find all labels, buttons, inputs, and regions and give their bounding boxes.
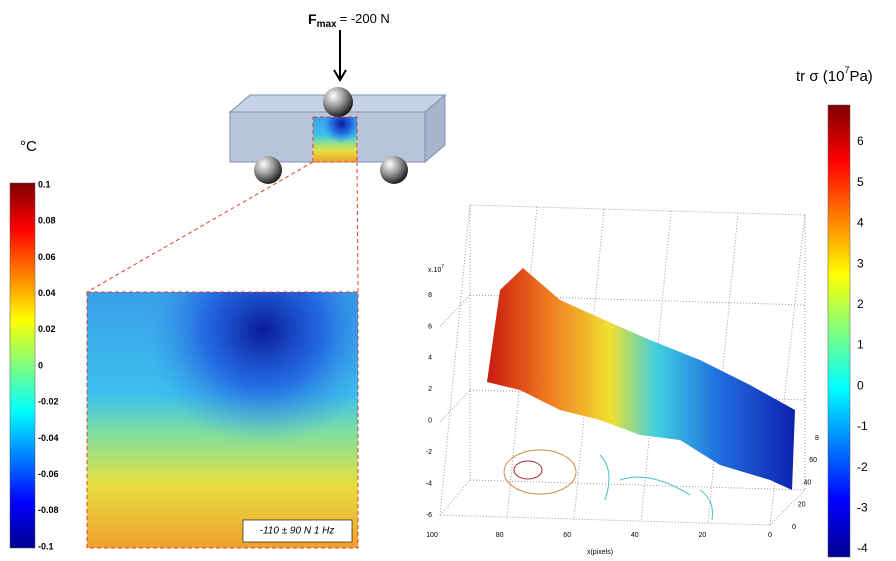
x-tick-label: 80: [496, 532, 504, 539]
temperature-unit: °C: [20, 138, 37, 155]
stress-tick-label: 1: [857, 338, 864, 352]
load-value: = -200 N: [340, 11, 390, 26]
y-tick-label: 40: [804, 479, 812, 486]
right-support: [380, 156, 408, 184]
z-tick-label: 8: [428, 292, 432, 299]
temperature-tick-label: 0.02: [38, 324, 56, 334]
temperature-tick-label: 0.1: [38, 179, 51, 189]
stress-tick-label: 0: [857, 378, 864, 392]
temperature-tick-label: 0.04: [38, 288, 56, 298]
caption-box: [242, 519, 353, 543]
stress-tick-label: -1: [857, 419, 868, 433]
stress-title-end: Pa): [849, 68, 872, 85]
y-tick-label: 20: [798, 502, 806, 509]
thermal-caption: -110 ± 90 N 1 Hz: [260, 526, 335, 537]
temperature-tick-label: -0.1: [38, 541, 54, 551]
contour: [599, 454, 713, 521]
x-tick-label: 40: [631, 532, 639, 539]
thermal-map-border: [86, 291, 359, 549]
z-tick-label: 6: [428, 323, 432, 330]
cold-region: [87, 292, 358, 548]
temperature-tick-label: -0.02: [38, 397, 59, 407]
contour: [513, 460, 543, 480]
z-label-text: x.10: [428, 267, 441, 274]
temperature-tick-label: -0.08: [38, 505, 59, 515]
x-tick-label: 60: [563, 532, 571, 539]
stress-colorbar: [827, 104, 851, 558]
z-tick-label: -4: [426, 480, 432, 487]
stress-title-start: tr σ (10: [796, 68, 844, 85]
y-tick-label: 8: [815, 435, 819, 442]
z-tick-label: 2: [428, 386, 432, 393]
z-tick-label: -6: [426, 512, 432, 519]
temperature-tick-label: 0.08: [38, 216, 56, 226]
stress-tick-label: -3: [857, 500, 868, 514]
x-axis-label: x(pixels): [587, 549, 613, 556]
stress-title: tr σ (107Pa): [796, 65, 873, 85]
load-label: Fmax = -200 N: [308, 11, 390, 30]
temperature-tick-label: -0.06: [38, 469, 59, 479]
x-tick-label: 100: [426, 532, 438, 539]
y-tick-label: 60: [809, 457, 817, 464]
z-tick-label: 4: [428, 355, 432, 362]
stress-title-sup: 7: [844, 65, 849, 75]
stress-tick-label: 2: [857, 297, 864, 311]
top-support: [323, 87, 353, 117]
z-tick-label: -2: [426, 449, 432, 456]
y-tick-label: 0: [792, 524, 796, 531]
x-tick-label: 0: [768, 532, 772, 539]
zoom-lines: [86, 116, 359, 293]
z-tick-label: 0: [428, 418, 432, 425]
z-label-sup: 7: [441, 264, 444, 270]
load-subscript: max: [317, 19, 337, 30]
temperature-tick-label: -0.04: [38, 433, 59, 443]
temperature-tick-label: 0.06: [38, 252, 56, 262]
arrow-head: [333, 69, 347, 82]
x-tick-label: 20: [699, 532, 707, 539]
load-symbol: F: [308, 11, 317, 27]
z-axis-label: x.107: [428, 264, 444, 274]
stress-tick-label: 4: [857, 216, 864, 230]
stress-tick-label: -4: [857, 541, 868, 555]
stress-tick-label: -2: [857, 460, 868, 474]
stress-tick-label: 5: [857, 175, 864, 189]
stress-tick-label: 3: [857, 256, 864, 270]
contour: [503, 449, 577, 495]
left-support: [254, 156, 282, 184]
stress-surface: [487, 268, 795, 490]
temperature-colorbar: [9, 182, 36, 549]
beam-cold-spot: [313, 117, 357, 162]
temperature-tick-label: 0: [38, 360, 43, 370]
stress-tick-label: 6: [857, 134, 864, 148]
